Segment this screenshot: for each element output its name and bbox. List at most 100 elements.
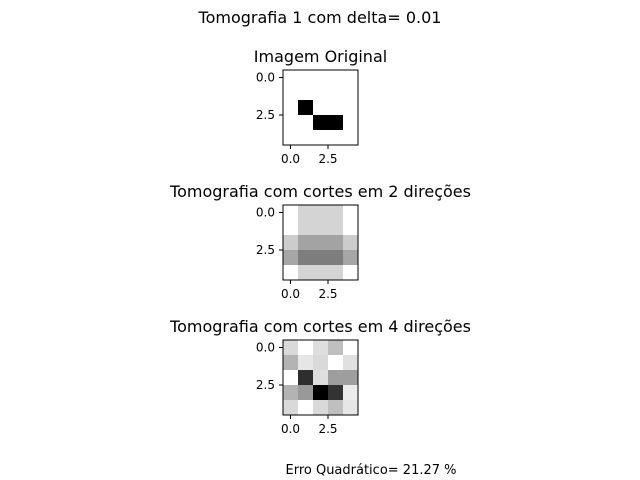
heatmap-cell-r0-c1 [298, 205, 313, 220]
heatmap-cell-r2-c3 [328, 370, 343, 385]
heatmap-cell-r4-c3 [328, 130, 343, 145]
heatmap-cell-r2-c4 [343, 100, 358, 115]
heatmap-cell-r0-c4 [343, 205, 358, 220]
heatmap-cell-r1-c2 [313, 85, 328, 100]
heatmap-cell-r3-c0 [283, 250, 298, 265]
heatmap-cell-r3-c2 [313, 385, 328, 400]
heatmap-cell-r4-c1 [298, 400, 313, 415]
heatmap-cell-r3-c3 [328, 385, 343, 400]
heatmap-cell-r3-c3 [328, 250, 343, 265]
y-tick-label: 0.0 [256, 341, 275, 355]
heatmap-cell-r3-c4 [343, 250, 358, 265]
heatmap-cell-r4-c2 [313, 265, 328, 280]
heatmap-cell-r0-c3 [328, 70, 343, 85]
heatmap-cell-r2-c0 [283, 370, 298, 385]
heatmap-cell-r1-c3 [328, 220, 343, 235]
heatmap-cell-r3-c2 [313, 115, 328, 130]
heatmap-cell-r2-c2 [313, 100, 328, 115]
heatmap-cell-r0-c1 [298, 340, 313, 355]
heatmap-cell-r3-c1 [298, 385, 313, 400]
heatmap-cell-r0-c4 [343, 70, 358, 85]
heatmap-cell-r0-c3 [328, 340, 343, 355]
figure-suptitle: Tomografia 1 com delta= 0.01 [198, 8, 442, 27]
y-tick-label: 0.0 [256, 206, 275, 220]
heatmap-cell-r1-c4 [343, 220, 358, 235]
heatmap-cell-r3-c2 [313, 250, 328, 265]
heatmap-cell-r1-c1 [298, 220, 313, 235]
heatmap-cell-r4-c3 [328, 400, 343, 415]
x-tick-label: 2.5 [318, 152, 337, 166]
heatmap-cell-r2-c2 [313, 235, 328, 250]
heatmap-cell-r4-c4 [343, 265, 358, 280]
heatmap-cell-r3-c0 [283, 385, 298, 400]
heatmap-cell-r2-c4 [343, 370, 358, 385]
heatmap-panel-2: Tomografia com cortes em 2 direções 0.0 2.… [169, 182, 471, 301]
heatmap-cell-r4-c3 [328, 265, 343, 280]
heatmap-cell-r4-c1 [298, 130, 313, 145]
axes-frame [282, 69, 359, 146]
heatmap-cell-r2-c2 [313, 370, 328, 385]
heatmap-cell-r2-c0 [283, 100, 298, 115]
heatmap-cell-r2-c1 [298, 235, 313, 250]
heatmap-cell-r0-c2 [313, 205, 328, 220]
heatmap-cell-r4-c2 [313, 130, 328, 145]
heatmap-cell-r2-c1 [298, 370, 313, 385]
heatmap-cell-r0-c0 [283, 70, 298, 85]
heatmap-cell-r0-c3 [328, 205, 343, 220]
heatmap-panel-3: Tomografia com cortes em 4 direções 0.0 2.… [169, 317, 471, 436]
heatmap-cell-r1-c3 [328, 355, 343, 370]
heatmap-cell-r4-c4 [343, 130, 358, 145]
heatmap-cell-r4-c2 [313, 400, 328, 415]
heatmap-cell-r1-c0 [283, 355, 298, 370]
heatmap-cell-r2-c3 [328, 100, 343, 115]
heatmap-cell-r4-c0 [283, 130, 298, 145]
x-tick-label: 2.5 [318, 287, 337, 301]
y-tick-label: 0.0 [256, 71, 275, 85]
heatmap-cell-r4-c1 [298, 265, 313, 280]
y-tick-label: 2.5 [256, 108, 275, 122]
heatmap-cell-r2-c1 [298, 100, 313, 115]
heatmap-cell-r3-c1 [298, 250, 313, 265]
heatmap-cell-r0-c4 [343, 340, 358, 355]
heatmap-cell-r1-c2 [313, 220, 328, 235]
heatmap-cell-r3-c1 [298, 115, 313, 130]
x-tick-label: 0.0 [281, 152, 300, 166]
heatmap-cell-r3-c3 [328, 115, 343, 130]
heatmap-cell-r1-c1 [298, 355, 313, 370]
x-tick-label: 0.0 [281, 422, 300, 436]
panel-title: Tomografia com cortes em 4 direções [169, 317, 471, 336]
heatmap-cell-r1-c2 [313, 355, 328, 370]
heatmap-cell-r0-c0 [283, 340, 298, 355]
heatmap-cell-r1-c4 [343, 355, 358, 370]
panel-title: Tomografia com cortes em 2 direções [169, 182, 471, 201]
heatmap-panel-1: Imagem Original 0.0 2.5 0.0 2.5 [254, 47, 387, 166]
heatmap-cell-r3-c0 [283, 115, 298, 130]
heatmap-cell-r2-c4 [343, 235, 358, 250]
heatmap-cell-r3-c4 [343, 385, 358, 400]
heatmap-cell-r4-c0 [283, 400, 298, 415]
heatmap-cell-r1-c0 [283, 220, 298, 235]
heatmap-cell-r0-c0 [283, 205, 298, 220]
heatmap-cell-r1-c0 [283, 85, 298, 100]
heatmap-cell-r2-c3 [328, 235, 343, 250]
heatmap-cell-r1-c1 [298, 85, 313, 100]
x-tick-label: 0.0 [281, 287, 300, 301]
axes-frame [282, 339, 359, 416]
y-tick-label: 2.5 [256, 243, 275, 257]
heatmap-cell-r4-c0 [283, 265, 298, 280]
panel-title: Imagem Original [254, 47, 387, 66]
heatmap-cell-r1-c4 [343, 85, 358, 100]
heatmap-cell-r1-c3 [328, 85, 343, 100]
axes-frame [282, 204, 359, 281]
heatmap-cell-r3-c4 [343, 115, 358, 130]
heatmap-cell-r0-c1 [298, 70, 313, 85]
heatmap-cell-r2-c0 [283, 235, 298, 250]
heatmap-cell-r4-c4 [343, 400, 358, 415]
heatmap-cell-r0-c2 [313, 70, 328, 85]
heatmap-cell-r0-c2 [313, 340, 328, 355]
y-tick-label: 2.5 [256, 378, 275, 392]
x-tick-label: 2.5 [318, 422, 337, 436]
error-footer: Erro Quadrático= 21.27 % [285, 463, 456, 478]
